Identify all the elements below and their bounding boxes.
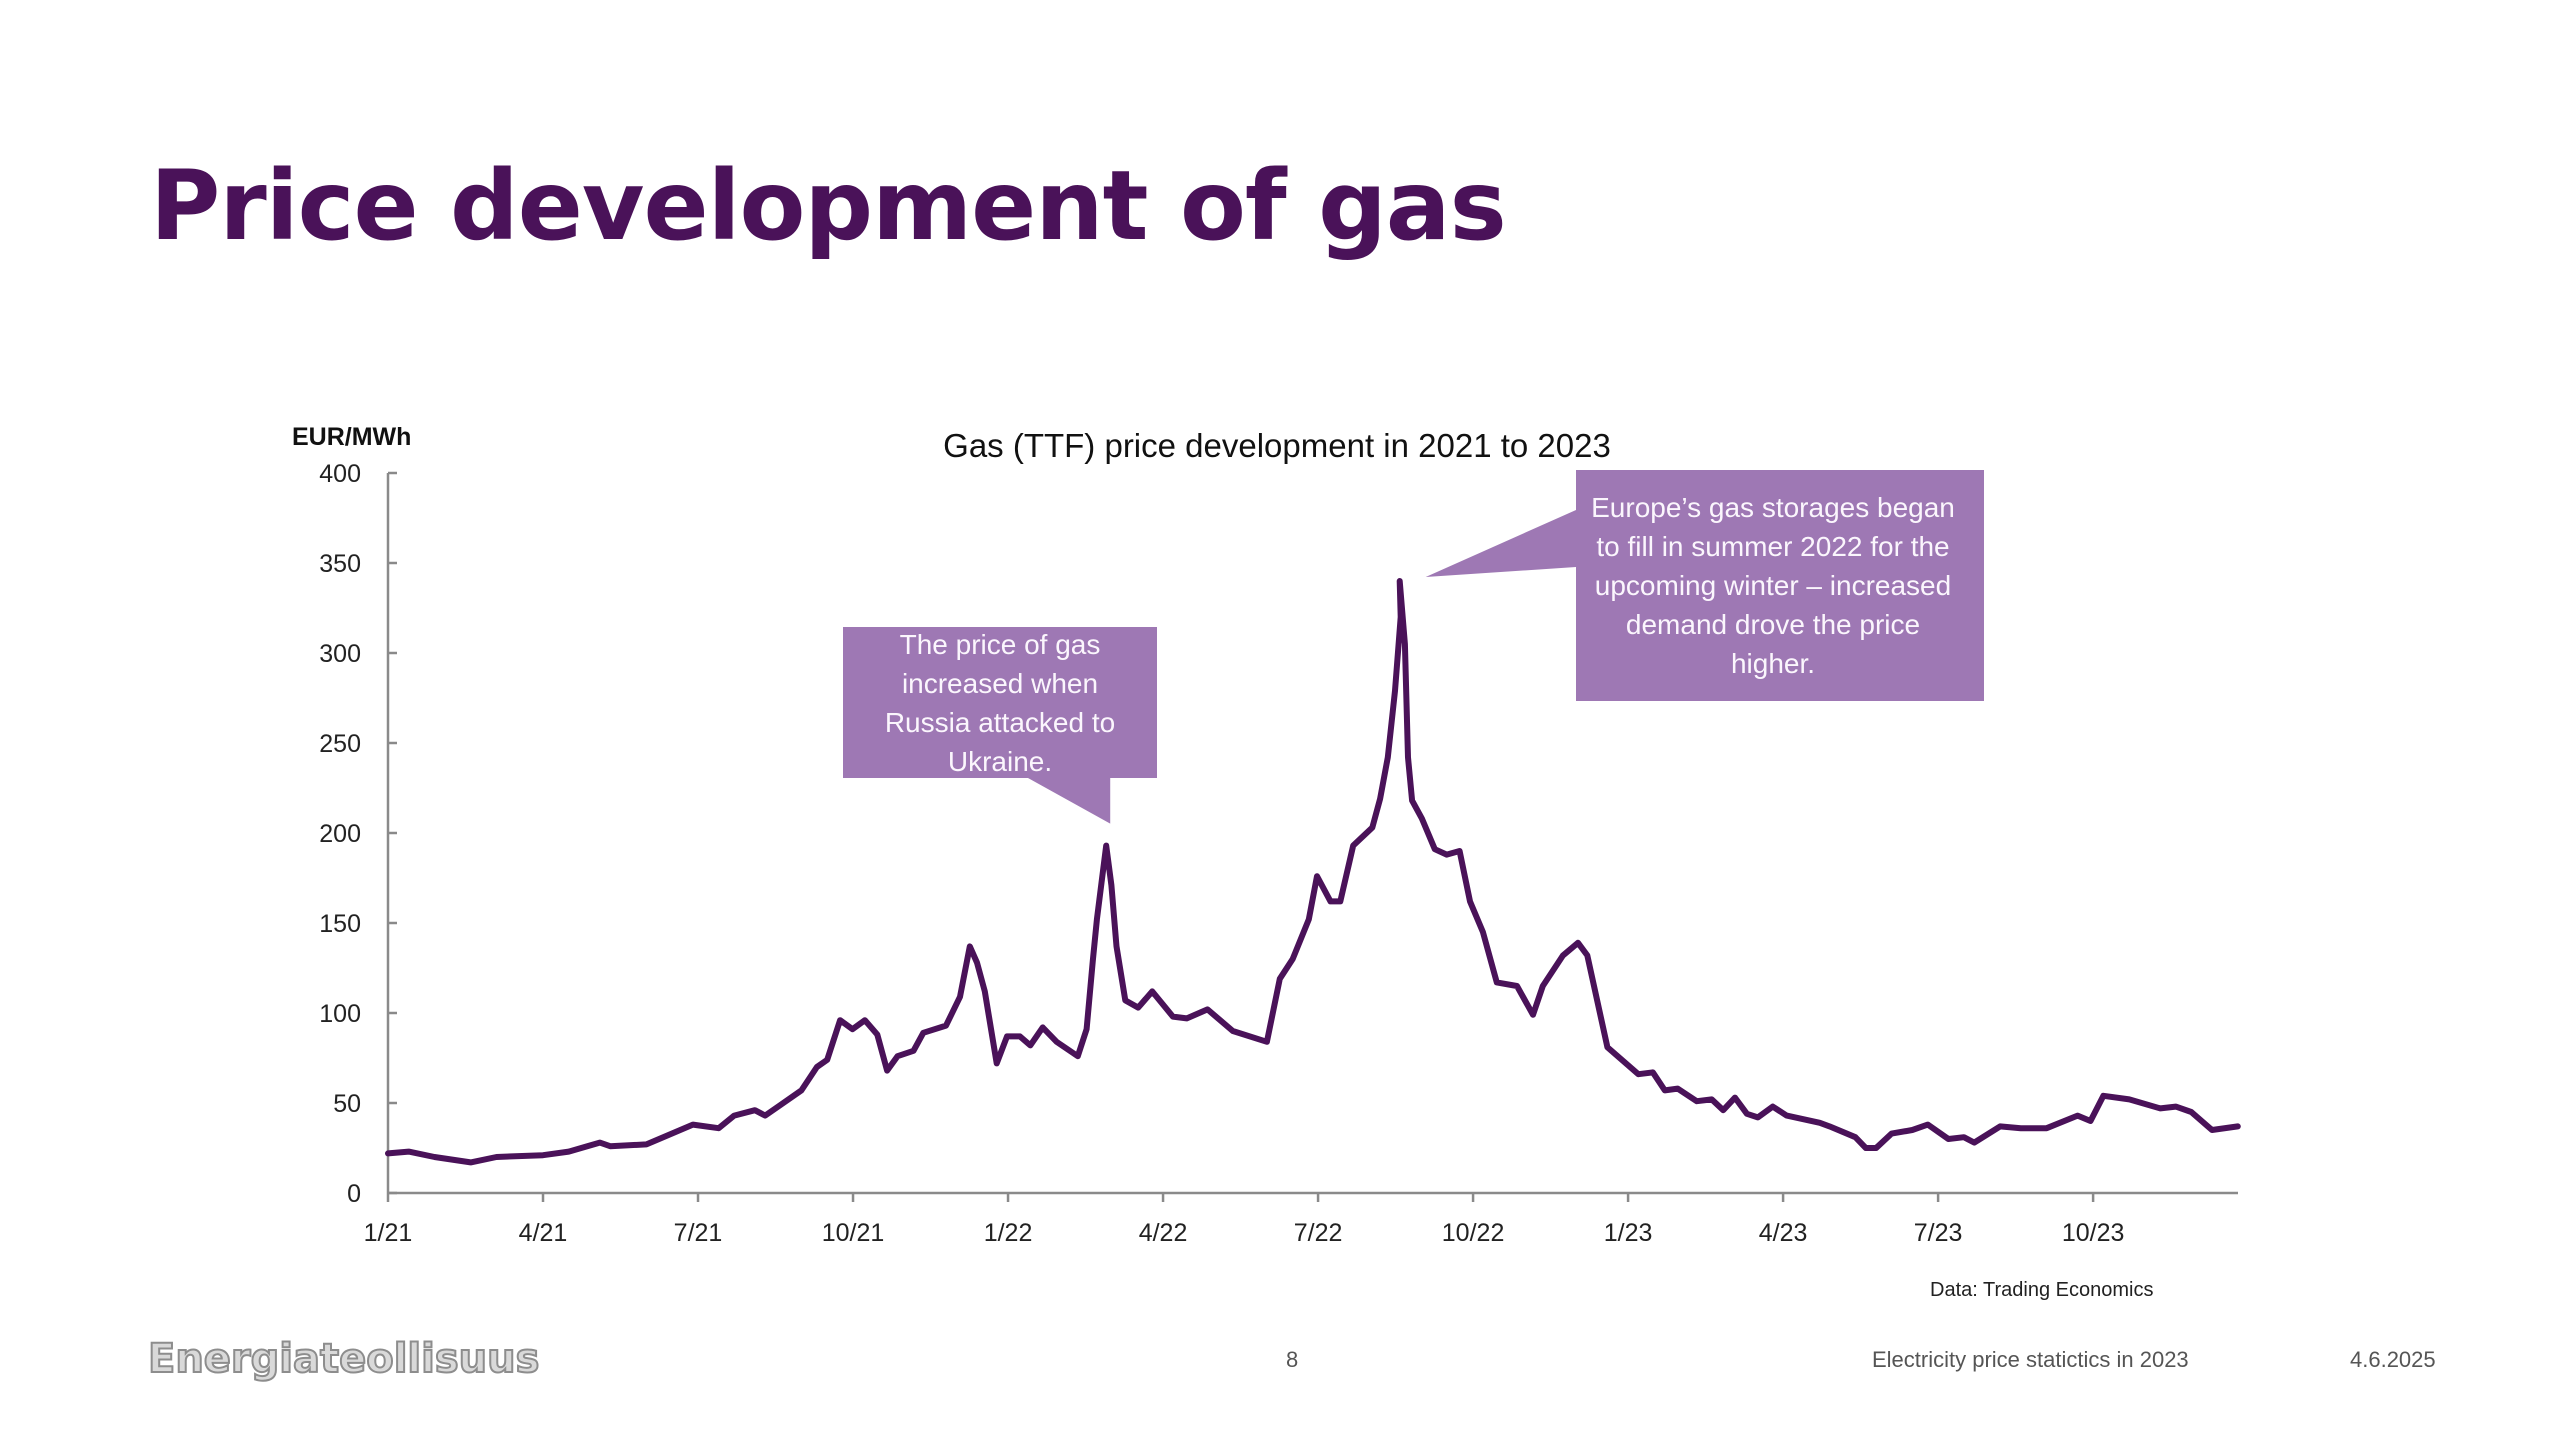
x-tick-label: 10/23 [2062, 1219, 2125, 1247]
x-tick-label: 4/23 [1759, 1219, 1808, 1247]
x-tick-label: 4/22 [1139, 1219, 1188, 1247]
x-tick-label: 1/22 [984, 1219, 1033, 1247]
y-tick-label: 150 [319, 910, 361, 938]
callout-summer-2022-shape [1425, 470, 1984, 701]
y-tick-label: 200 [319, 820, 361, 848]
series-line-gas-ttf-price [385, 578, 2241, 1166]
callout-ukraine-shape [843, 627, 1157, 824]
x-tick-label: 10/21 [822, 1219, 885, 1247]
presentation-title: Electricity price statictics in 2023 [1872, 1347, 2189, 1372]
y-tick-label: 250 [319, 730, 361, 758]
data-source-label: Data: Trading Economics [1930, 1279, 2153, 1301]
y-tick-label: 50 [333, 1090, 361, 1118]
presentation-date: 4.6.2025 [2350, 1347, 2436, 1372]
x-tick-label: 7/22 [1294, 1219, 1343, 1247]
y-axis-unit-label: EUR/MWh [292, 423, 411, 451]
x-tick-label: 7/21 [674, 1219, 723, 1247]
callout-summer-2022-text: Europe’s gas storages began to fill in s… [1591, 492, 1955, 679]
y-tick-label: 0 [347, 1180, 361, 1208]
x-tick-label: 1/23 [1604, 1219, 1653, 1247]
callout-ukraine-text: The price of gas increased when Russia a… [884, 628, 1116, 777]
x-tick-label: 10/22 [1442, 1219, 1505, 1247]
slide-title: Price development of gas [150, 150, 1507, 262]
y-tick-label: 350 [319, 550, 361, 578]
page-number: 8 [1286, 1347, 1299, 1372]
x-axis: 1/21 4/21 7/21 10/21 1/22 4/22 7/22 10/22 1/23 4/… [364, 1191, 2238, 1247]
energiateollisuus-logo: Energiateollisuus [147, 1335, 540, 1383]
x-tick-label: 7/23 [1914, 1219, 1963, 1247]
y-axis: 0 50 100 150 200 250 300 350 400 [319, 460, 397, 1208]
y-tick-label: 300 [319, 640, 361, 668]
chart-title: Gas (TTF) price development in 2021 to 2… [943, 427, 1611, 464]
x-tick-label: 1/21 [364, 1219, 413, 1247]
x-tick-label: 4/21 [519, 1219, 568, 1247]
y-tick-label: 400 [319, 460, 361, 488]
y-tick-label: 100 [319, 1000, 361, 1028]
